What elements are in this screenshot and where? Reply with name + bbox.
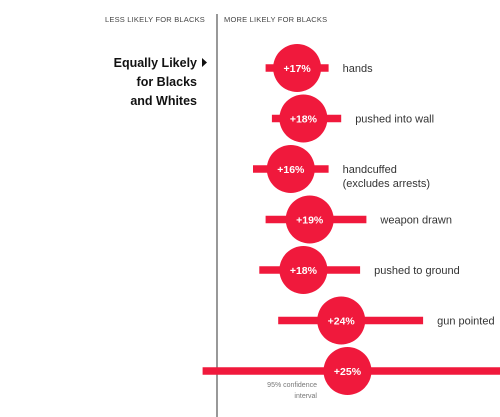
estimate-label: +24%: [328, 316, 356, 328]
estimate-label: +18%: [290, 265, 318, 277]
category-label: handcuffed: [343, 164, 397, 176]
estimate-dot: [285, 195, 334, 244]
ci-annotation-line-1: 95% confidence: [267, 382, 317, 389]
baseline-label-line-1: Equally Likely: [114, 56, 197, 70]
category-label: (excludes arrests): [343, 178, 430, 190]
more-likely-header: MORE LIKELY FOR BLACKS: [224, 15, 327, 24]
estimate-label: +25%: [334, 366, 362, 378]
category-label: pushed into wall: [355, 114, 434, 126]
category-label: hands: [343, 63, 373, 75]
estimate-label: +17%: [284, 63, 312, 75]
estimate-dot: [279, 94, 328, 143]
estimate-label: +18%: [290, 114, 318, 126]
estimate-dot: [266, 145, 315, 193]
estimate-label: +19%: [296, 215, 324, 227]
category-label: gun pointed: [437, 316, 495, 328]
data-rows: +17% hands +18% pushed into wall +16% handcuf…: [202, 44, 500, 395]
estimate-dot: [323, 347, 372, 395]
less-likely-header: LESS LIKELY FOR BLACKS: [105, 15, 205, 24]
estimate-dot: [317, 296, 366, 345]
pointer-triangle-icon: [202, 58, 207, 67]
category-label: weapon drawn: [379, 215, 452, 227]
baseline-label-line-2: for Blacks: [137, 75, 197, 89]
estimate-dot: [273, 44, 322, 92]
baseline-label-line-3: and Whites: [130, 94, 197, 108]
ci-annotation-line-2: interval: [294, 393, 317, 400]
category-label: pushed to ground: [374, 265, 460, 277]
estimate-dot: [279, 246, 328, 294]
estimate-label: +16%: [277, 164, 305, 176]
